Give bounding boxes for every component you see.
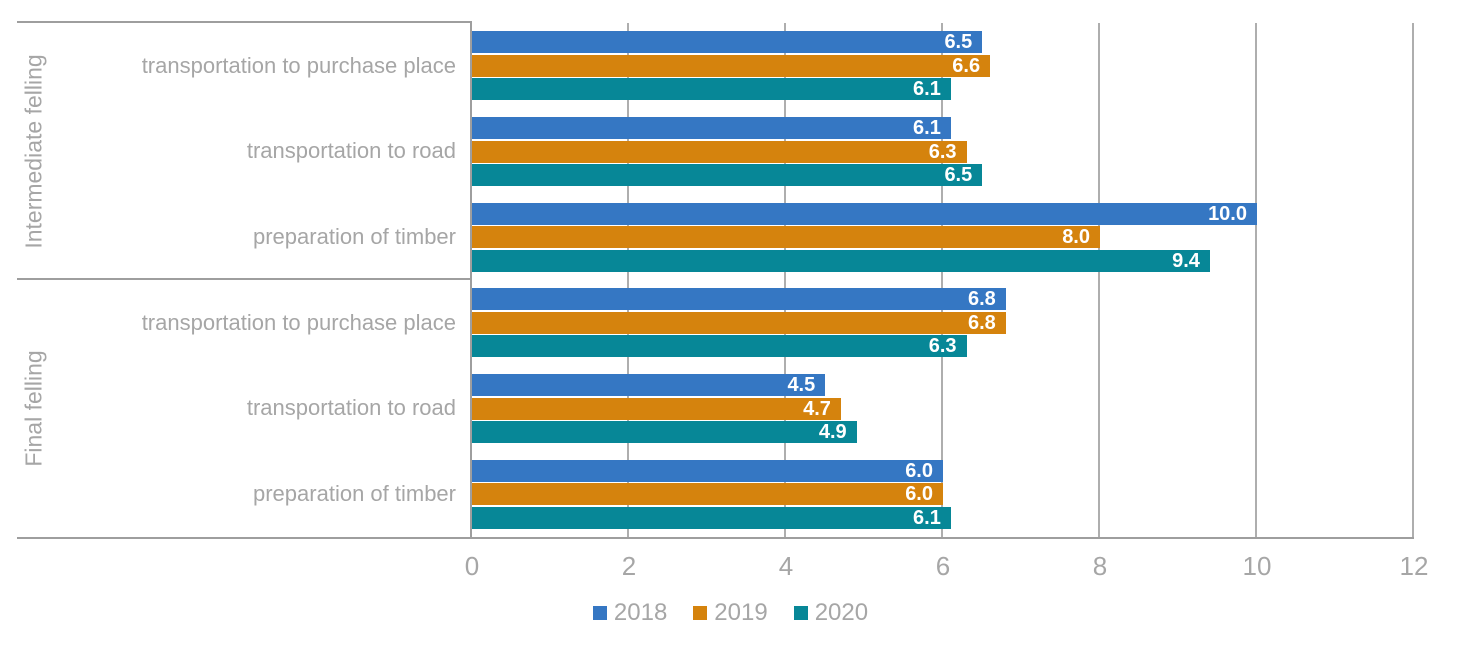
category-label: transportation to purchase place [141,309,456,335]
bar-value-label: 6.3 [928,335,957,358]
bar: 6.0 [472,483,943,506]
x-axis-line [17,537,1414,539]
legend-item: 2020 [793,599,869,626]
bar: 4.7 [472,397,841,420]
x-tick-label: 6 [935,551,951,581]
x-tick-label: 0 [464,551,480,581]
x-tick-label: 12 [1399,551,1429,581]
legend-label: 2019 [714,599,768,626]
group-box-line [17,278,472,280]
group-label-text: Final felling [20,350,47,467]
bar-value-label: 6.3 [928,140,957,163]
x-tick-label: 10 [1242,551,1272,581]
bar-value-label: 6.1 [913,506,941,529]
bar-value-label: 6.0 [905,483,933,506]
bar-value-label: 9.4 [1172,249,1200,272]
x-tick-label: 4 [778,551,794,581]
bar-value-label: 6.0 [905,459,933,482]
bar: 6.8 [472,311,1006,334]
bar: 6.5 [472,163,983,186]
legend-swatch [793,606,808,620]
bar-value-label: 6.8 [967,311,996,334]
bar-value-label: 6.5 [944,163,973,186]
bar-value-label: 10.0 [1208,202,1247,225]
bar: 4.5 [472,374,826,397]
bar: 6.3 [472,335,967,358]
gridline [941,23,943,537]
group-box-line [17,21,472,23]
gridline [784,23,786,537]
bar: 6.6 [472,54,991,77]
bar: 6.1 [472,506,951,529]
bar: 6.1 [472,117,951,140]
gridline [1098,23,1100,537]
bar: 6.0 [472,459,943,482]
group-label-text: Intermediate felling [20,54,47,249]
bar-value-label: 8.0 [1062,226,1090,249]
bar-value-label: 6.6 [952,54,981,77]
bar-value-label: 4.7 [803,397,831,420]
bar: 6.3 [472,140,967,163]
bar-value-label: 6.8 [967,288,996,311]
x-tick-label: 8 [1092,551,1108,581]
category-label: transportation to road [246,395,456,421]
legend-label: 2020 [814,599,869,626]
bar: 6.8 [472,288,1006,311]
group-label: Intermediate felling [12,23,56,280]
bar: 4.9 [472,420,857,443]
category-label: transportation to road [246,138,456,164]
gridline [627,23,629,537]
legend-item: 2018 [592,599,668,626]
bar-value-label: 6.1 [913,117,941,140]
category-label: transportation to purchase place [141,52,456,78]
legend-swatch [693,606,708,620]
gridline [1255,23,1257,537]
bar: 6.5 [472,31,983,54]
group-label: Final felling [12,280,56,537]
gridline [1412,23,1414,537]
category-label: preparation of timber [253,481,456,507]
bar-value-label: 6.5 [944,31,973,54]
category-axis-line [470,23,472,537]
legend-item: 2019 [693,599,768,626]
bar-value-label: 4.5 [787,374,816,397]
bar: 8.0 [472,226,1100,249]
legend-swatch [592,606,607,620]
x-tick-label: 2 [621,551,637,581]
legend: 2018 2019 2020 [0,601,1461,625]
bar-value-label: 6.1 [913,78,941,101]
bar: 10.0 [472,202,1257,225]
bar: 6.1 [472,78,951,101]
bar-value-label: 4.9 [818,420,847,443]
bar: 9.4 [472,249,1210,272]
category-label: preparation of timber [253,224,456,250]
legend-label: 2018 [613,599,668,626]
